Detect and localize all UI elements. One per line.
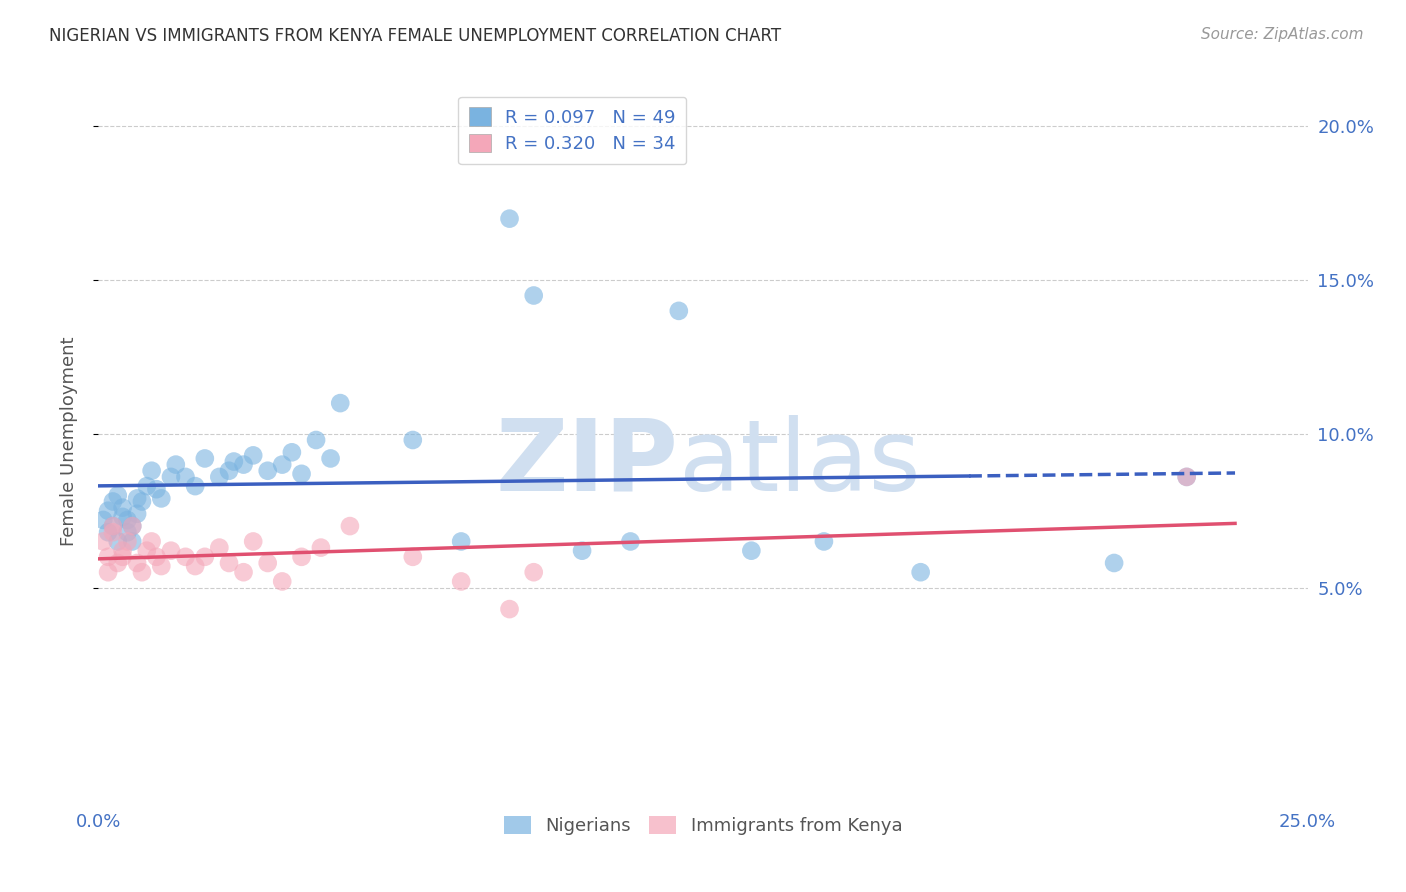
Point <box>131 494 153 508</box>
Point <box>450 574 472 589</box>
Point <box>402 433 425 447</box>
Point <box>101 494 124 508</box>
Point <box>450 534 472 549</box>
Point <box>117 513 139 527</box>
Text: NIGERIAN VS IMMIGRANTS FROM KENYA FEMALE UNEMPLOYMENT CORRELATION CHART: NIGERIAN VS IMMIGRANTS FROM KENYA FEMALE… <box>49 27 782 45</box>
Point <box>127 556 149 570</box>
Point <box>498 211 520 226</box>
Point <box>498 602 520 616</box>
Point <box>141 464 163 478</box>
Point <box>309 541 332 555</box>
Point <box>523 288 546 302</box>
Point <box>127 491 149 506</box>
Point <box>1102 556 1125 570</box>
Point <box>571 543 593 558</box>
Point <box>1175 470 1198 484</box>
Text: ZIP: ZIP <box>496 415 679 512</box>
Point <box>117 525 139 540</box>
Point <box>218 556 240 570</box>
Text: Source: ZipAtlas.com: Source: ZipAtlas.com <box>1201 27 1364 42</box>
Point <box>174 549 197 564</box>
Point <box>111 549 134 564</box>
Point <box>111 500 134 515</box>
Point <box>740 543 762 558</box>
Point <box>111 509 134 524</box>
Point <box>145 482 167 496</box>
Y-axis label: Female Unemployment: Female Unemployment <box>59 337 77 546</box>
Text: atlas: atlas <box>679 415 921 512</box>
Point <box>121 519 143 533</box>
Point <box>218 464 240 478</box>
Point <box>141 534 163 549</box>
Point <box>523 565 546 579</box>
Point <box>242 449 264 463</box>
Point <box>135 543 157 558</box>
Point <box>194 451 217 466</box>
Point <box>271 574 294 589</box>
Point <box>150 559 173 574</box>
Legend: Nigerians, Immigrants from Kenya: Nigerians, Immigrants from Kenya <box>495 807 911 845</box>
Point <box>131 565 153 579</box>
Point <box>910 565 932 579</box>
Point <box>256 556 278 570</box>
Point <box>165 458 187 472</box>
Point <box>1175 470 1198 484</box>
Point <box>232 565 254 579</box>
Point <box>208 470 231 484</box>
Point <box>174 470 197 484</box>
Point <box>127 507 149 521</box>
Point <box>184 479 207 493</box>
Point <box>402 549 425 564</box>
Point <box>145 549 167 564</box>
Point <box>107 534 129 549</box>
Point <box>97 549 120 564</box>
Point <box>668 304 690 318</box>
Point <box>121 519 143 533</box>
Point <box>107 488 129 502</box>
Point <box>107 556 129 570</box>
Point <box>194 549 217 564</box>
Point <box>281 445 304 459</box>
Point <box>232 458 254 472</box>
Point <box>97 504 120 518</box>
Point <box>619 534 641 549</box>
Point <box>150 491 173 506</box>
Point <box>319 451 342 466</box>
Point <box>222 454 245 468</box>
Point <box>160 470 183 484</box>
Point <box>91 534 114 549</box>
Point <box>329 396 352 410</box>
Point <box>111 543 134 558</box>
Point <box>339 519 361 533</box>
Point <box>290 549 312 564</box>
Point <box>160 543 183 558</box>
Point <box>101 519 124 533</box>
Point <box>305 433 328 447</box>
Point <box>184 559 207 574</box>
Point <box>117 534 139 549</box>
Point <box>121 534 143 549</box>
Point <box>91 513 114 527</box>
Point <box>271 458 294 472</box>
Point <box>97 525 120 540</box>
Point <box>97 565 120 579</box>
Point <box>135 479 157 493</box>
Point <box>208 541 231 555</box>
Point <box>101 519 124 533</box>
Point <box>242 534 264 549</box>
Point <box>256 464 278 478</box>
Point <box>290 467 312 481</box>
Point <box>101 525 124 540</box>
Point <box>813 534 835 549</box>
